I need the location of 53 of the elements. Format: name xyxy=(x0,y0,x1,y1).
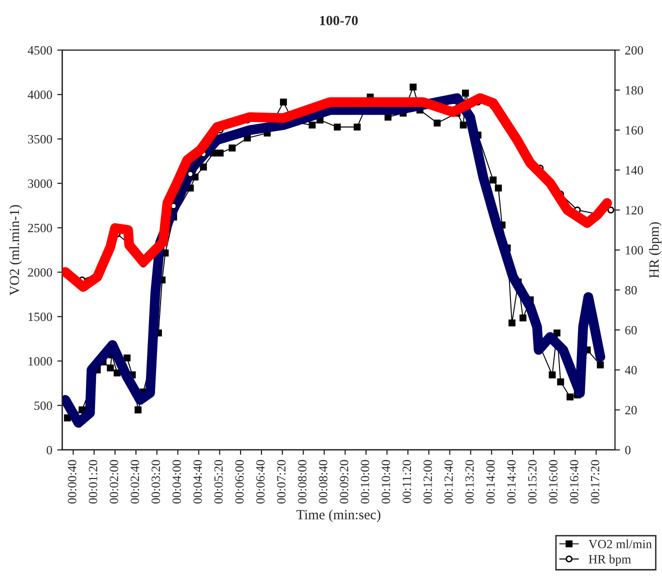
legend-label: VO2 ml/min xyxy=(588,540,652,548)
x-tick-label: 00:17:20 xyxy=(590,460,600,504)
y-tick-label: 0 xyxy=(46,446,52,454)
x-tick-label: 00:13:20 xyxy=(465,460,474,504)
y-tick-label: 3500 xyxy=(28,134,52,144)
x-tick-label: 00:08:40 xyxy=(318,460,328,504)
x-tick-label: 00:11:20 xyxy=(402,460,412,504)
x-tick-label: 00:02:40 xyxy=(130,460,140,504)
y-tick-label: 4000 xyxy=(28,90,52,99)
x-tick-label: 00:10:40 xyxy=(382,460,390,504)
x-tick-label: 00:09:20 xyxy=(340,460,348,504)
y2-tick-label: 180 xyxy=(626,86,643,95)
x-tick-label: 00:14:00 xyxy=(486,460,495,504)
y2-axis-title: HR (bpm) xyxy=(649,222,662,278)
x-tick-label: 00:04:40 xyxy=(193,460,202,504)
x-tick-label: 00:05:20 xyxy=(214,460,223,504)
x-tick-label: 00:14:40 xyxy=(507,460,516,504)
x-tick-label: 00:06:00 xyxy=(235,460,244,504)
y2-tick-label: 60 xyxy=(625,326,637,334)
x-tick-label: 00:12:40 xyxy=(444,460,453,504)
x-tick-label: 00:04:00 xyxy=(172,460,181,504)
y-tick-label: 1500 xyxy=(28,312,52,322)
x-tick-label: 00:15:20 xyxy=(528,460,537,504)
y-tick-label: 500 xyxy=(34,401,52,410)
x-tick-label: 00:12:00 xyxy=(424,460,432,504)
y-tick-label: 2000 xyxy=(28,268,52,277)
y2-tick-label: 0 xyxy=(625,446,630,454)
x-tick-label: 00:10:00 xyxy=(360,460,370,504)
y2-tick-label: 160 xyxy=(626,126,643,135)
x-tick-label: 00:16:00 xyxy=(549,460,558,504)
legend-label: HR bpm xyxy=(588,554,631,566)
x-tick-label: 00:03:20 xyxy=(152,460,160,504)
y-axis-title: VO2 (ml.min-1) xyxy=(9,205,22,296)
chart-title: 100-70 xyxy=(320,16,358,26)
y2-tick-label: 200 xyxy=(625,46,643,55)
y-tick-label: 4500 xyxy=(28,46,52,55)
y2-tick-label: 100 xyxy=(626,246,643,254)
y2-tick-label: 80 xyxy=(625,286,637,294)
y2-tick-label: 120 xyxy=(626,206,643,214)
x-axis-title: Time (min:sec) xyxy=(296,510,380,522)
x-tick-label: 00:07:20 xyxy=(277,460,286,504)
y2-tick-label: 20 xyxy=(625,406,637,414)
y-tick-label: 3000 xyxy=(28,179,52,188)
y-tick-label: 1000 xyxy=(28,357,52,366)
x-tick-label: 00:01:20 xyxy=(88,460,98,504)
x-tick-label: 00:16:40 xyxy=(570,460,578,504)
x-tick-label: 00:06:40 xyxy=(256,460,265,504)
y2-tick-label: 40 xyxy=(624,366,637,374)
x-tick-label: 00:00:40 xyxy=(68,460,76,504)
x-tick-label: 00:02:00 xyxy=(110,460,118,504)
y2-tick-label: 140 xyxy=(626,166,643,174)
y-tick-label: 2500 xyxy=(28,224,52,232)
x-tick-label: 00:08:00 xyxy=(298,460,306,504)
